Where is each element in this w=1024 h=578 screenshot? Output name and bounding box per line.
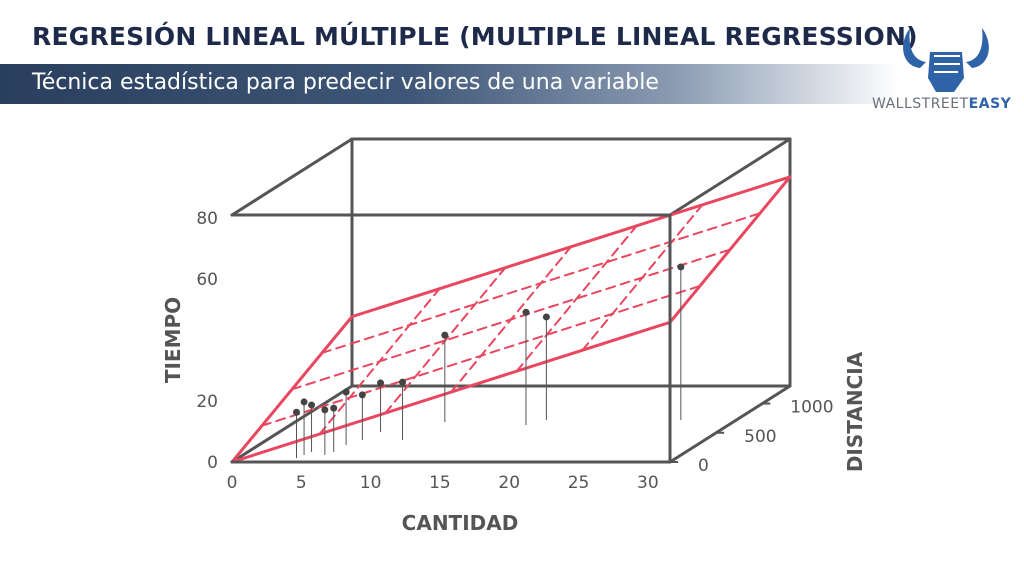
logo-text: WALLSTREETEASY: [872, 96, 1011, 112]
x-tick-label: 30: [637, 473, 659, 493]
data-point: [321, 406, 329, 414]
z-tick-label: 1000: [790, 398, 833, 418]
data-point: [358, 391, 366, 399]
box-edge: [230, 137, 354, 217]
z-tick-label: 500: [744, 427, 776, 447]
data-point: [330, 404, 338, 412]
y-tick-label: 60: [196, 270, 218, 290]
logo-icon: [903, 28, 989, 92]
logo-brand-accent: EASY: [968, 96, 1012, 112]
x-axis-title: CANTIDAD: [402, 511, 519, 535]
x-tick-label: 10: [360, 473, 382, 493]
x-tick-label: 15: [429, 473, 451, 493]
box-edge: [668, 137, 792, 217]
x-tick-label: 25: [568, 473, 590, 493]
data-point: [522, 308, 530, 316]
plane-grid: [318, 287, 441, 436]
data-point: [292, 408, 300, 416]
plane-grid: [515, 224, 638, 373]
z-tick-label: 0: [698, 456, 709, 476]
box-edge: [668, 384, 792, 464]
x-tick-label: 5: [296, 473, 307, 493]
data-point: [441, 331, 449, 339]
data-point: [399, 378, 407, 386]
regression-plane: [230, 175, 792, 464]
data-point: [308, 401, 316, 409]
logo-brand: WALLSTREET: [872, 96, 969, 112]
subtitle: Técnica estadística para predecir valore…: [32, 70, 659, 95]
z-axis-title: DISTANCIA: [843, 351, 867, 472]
y-tick-label: 80: [196, 209, 218, 229]
box-edge: [230, 384, 354, 464]
y-tick-label: 0: [207, 453, 218, 473]
subtitle-bar: [0, 64, 900, 104]
title: REGRESIÓN LINEAL MÚLTIPLE (MULTIPLE LINE…: [32, 22, 918, 51]
data-point: [342, 388, 350, 396]
data-point: [377, 379, 385, 387]
data-point: [677, 263, 685, 271]
x-tick-label: 20: [498, 473, 520, 493]
y-axis-title: TIEMPO: [161, 297, 185, 383]
plane-grid: [450, 245, 572, 394]
y-tick-label: 20: [196, 392, 218, 412]
plane-grid: [581, 203, 704, 352]
data-point: [300, 398, 308, 406]
x-tick-label: 0: [227, 473, 238, 493]
data-point: [542, 313, 550, 321]
